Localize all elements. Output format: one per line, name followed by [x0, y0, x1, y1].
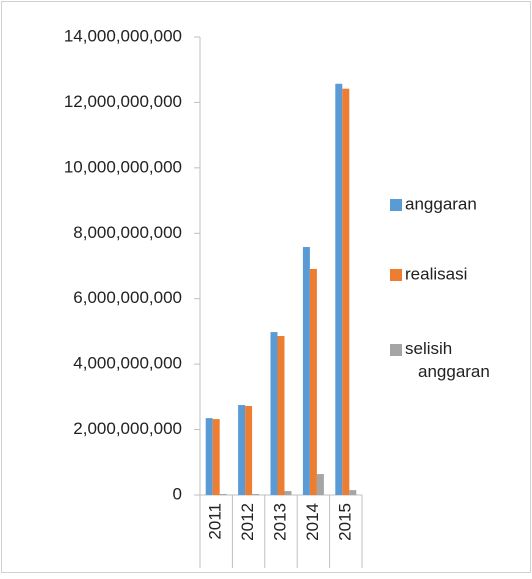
legend-swatch — [390, 199, 402, 211]
y-tick-label: 14,000,000,000 — [64, 26, 182, 45]
bar — [238, 405, 246, 495]
y-tick-label: 4,000,000,000 — [73, 354, 182, 373]
x-tick-label: 2014 — [303, 503, 322, 541]
x-tick-label: 2013 — [270, 503, 289, 541]
bar — [245, 406, 253, 495]
x-tick-label: 2015 — [335, 503, 354, 541]
legend-label: anggaran — [405, 194, 477, 213]
bar — [335, 83, 343, 495]
bar — [316, 474, 324, 495]
bar — [277, 336, 285, 495]
legend-swatch — [390, 269, 402, 281]
x-tick-label: 2012 — [238, 503, 257, 541]
legend-label: selisih anggaran — [405, 339, 490, 381]
y-tick-label: 10,000,000,000 — [64, 157, 182, 176]
bar — [342, 88, 350, 495]
y-tick-label: 8,000,000,000 — [73, 223, 182, 242]
bar — [219, 494, 227, 495]
bar — [284, 491, 292, 495]
bar — [302, 247, 310, 495]
x-tick-label: 2011 — [206, 503, 225, 540]
legend-swatch — [390, 344, 402, 356]
y-tick-label: 12,000,000,000 — [64, 92, 182, 111]
bar — [212, 419, 220, 495]
y-tick-label: 6,000,000,000 — [73, 288, 182, 307]
y-tick-label: 0 — [173, 484, 182, 503]
bar — [309, 268, 317, 495]
legend-label: realisasi — [405, 264, 467, 283]
bar — [270, 332, 278, 495]
y-tick-label: 2,000,000,000 — [73, 419, 182, 438]
bar — [252, 494, 260, 495]
bar — [349, 490, 357, 495]
bar — [205, 418, 213, 495]
